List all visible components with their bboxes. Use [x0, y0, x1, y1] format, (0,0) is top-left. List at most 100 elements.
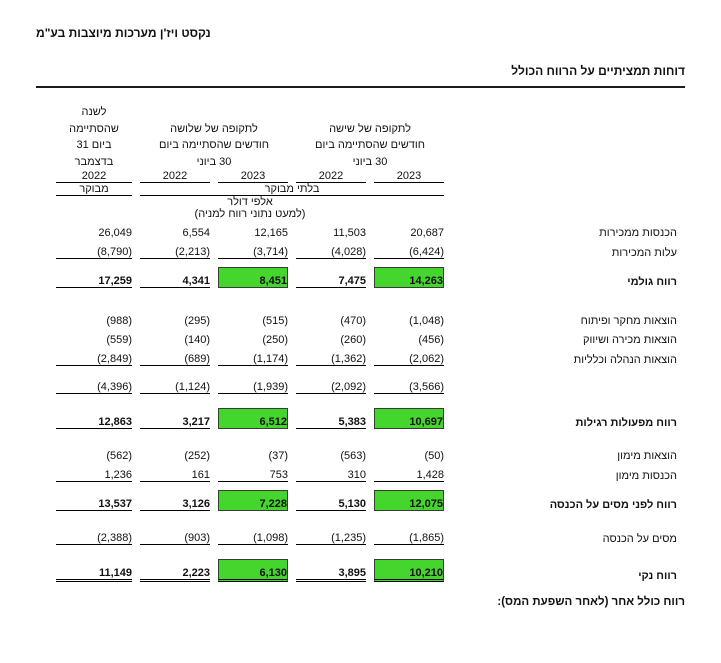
audited-label: מבוקר [56, 183, 132, 196]
row-label: הוצאות מכירה ושיווק [583, 334, 677, 346]
spacer-row [56, 511, 677, 525]
value-cell: 12,863 [56, 408, 132, 429]
value-cell: 12,165 [254, 227, 288, 239]
value-cell: 6,130 [218, 559, 288, 582]
row-label [452, 374, 677, 394]
value-cell: (689) [140, 346, 210, 366]
value-cell: (2,062) [374, 346, 444, 366]
spacer-row [56, 394, 677, 408]
value-cell: (4,028) [296, 239, 366, 259]
value-cell: 14,263 [374, 267, 444, 288]
spacer-row [56, 288, 677, 308]
table-row: הוצאות מכירה ושיווק (456) (260) (250) (140) (… [56, 327, 677, 346]
units-row: אלפי דולר [56, 196, 677, 208]
column-group-titles-row: לתקופה של שישה חודשים שהסתיימה ביום 30 ב… [56, 104, 677, 170]
value-cell: (252) [184, 450, 210, 462]
value-cell: 5,130 [296, 490, 366, 511]
other-comprehensive-income-note: רווח כולל אחר (לאחר השפעת המס): [497, 596, 685, 608]
value-cell: (1,939) [218, 374, 288, 394]
value-cell: (6,424) [374, 239, 444, 259]
value-cell: 20,687 [410, 227, 444, 239]
spacer-cell [56, 482, 677, 490]
value-cell: 11,503 [333, 227, 366, 239]
year-header-three-months-2023: 2023 [218, 170, 288, 183]
statement-title-rule: דוחות תמציתיים על הרווח הכולל [36, 62, 685, 88]
table-row: רווח נקי 10,210 3,895 6,130 2,223 11,149 [56, 559, 677, 582]
value-cell: (37) [268, 450, 288, 462]
value-cell: 7,228 [218, 490, 288, 511]
value-cell: (1,362) [296, 346, 366, 366]
value-cell: (2,213) [140, 239, 210, 259]
income-statement-table: לתקופה של שישה חודשים שהסתיימה ביום 30 ב… [48, 104, 685, 582]
value-cell: (2,092) [296, 374, 366, 394]
row-label: רווח לפני מסים על הכנסה [549, 499, 677, 511]
spacer-row [56, 482, 677, 490]
value-cell: (1,098) [218, 525, 288, 545]
value-cell: 5,383 [296, 408, 366, 429]
annual-period-header: לשנה שהסתיימה ביום 31 בדצמבר [69, 106, 119, 168]
value-cell: (4,396) [56, 374, 132, 394]
table-row: (3,566) (2,092) (1,939) (1,124) (4,396) [56, 374, 677, 394]
year-header-six-months-2023: 2023 [374, 170, 444, 183]
spacer-row [56, 366, 677, 374]
spacer-cell [56, 511, 677, 525]
empty-cell [452, 183, 677, 196]
row-label: רווח נקי [638, 570, 677, 582]
value-cell: (903) [140, 525, 210, 545]
value-cell: 7,475 [296, 267, 366, 288]
row-label: מסים על הכנסה [602, 533, 677, 545]
value-cell: (50) [424, 450, 444, 462]
row-label: עלות המכירות [611, 247, 677, 259]
value-cell: 2,223 [140, 559, 210, 582]
table-row: הכנסות ממכירות 20,687 11,503 12,165 6,554 26,… [56, 220, 677, 239]
value-cell: (3,566) [374, 374, 444, 394]
page-title: דוחות תמציתיים על הרווח הכולל [511, 64, 685, 78]
value-cell: 161 [140, 462, 210, 482]
spacer-cell [56, 366, 677, 374]
value-cell: 13,537 [56, 490, 132, 511]
value-cell: (1,865) [374, 525, 444, 545]
empty-cell [452, 104, 677, 170]
table-row: הוצאות הנהלה וכלליות (2,062) (1,362) (1,174… [56, 346, 677, 366]
audit-status-row: בלתי מבוקר מבוקר [56, 183, 677, 196]
value-cell: 6,554 [182, 227, 210, 239]
empty-cell [452, 196, 677, 208]
value-cell: (1,124) [140, 374, 210, 394]
value-cell: 10,210 [374, 559, 444, 582]
value-cell: (295) [184, 315, 210, 327]
value-cell: 17,259 [56, 267, 132, 288]
value-cell: (260) [340, 334, 366, 346]
year-headers-row: 2023 2022 2023 2022 2022 [56, 170, 677, 183]
units-label: אלפי דולר [227, 196, 273, 208]
row-label: הכנסות מימון [615, 470, 677, 482]
spacer-row [56, 259, 677, 267]
value-cell: (3,714) [218, 239, 288, 259]
value-cell: (1,048) [409, 315, 444, 327]
value-cell: 3,126 [140, 490, 210, 511]
row-label: הוצאות הנהלה וכלליות [573, 354, 677, 366]
value-cell: 10,697 [374, 408, 444, 429]
table-row: רווח מפעולות רגילות 10,697 5,383 6,512 3,217… [56, 408, 677, 429]
value-cell: 3,217 [140, 408, 210, 429]
row-label: רווח גולמי [627, 276, 677, 288]
value-cell: (250) [262, 334, 288, 346]
units-note: (למעט נתוני רווח למניה) [194, 208, 306, 220]
table-header: לתקופה של שישה חודשים שהסתיימה ביום 30 ב… [56, 104, 677, 220]
value-cell: (2,388) [56, 525, 132, 545]
row-label: הוצאות מחקר ופיתוח [580, 315, 677, 327]
value-cell: 12,075 [374, 490, 444, 511]
value-cell: (470) [340, 315, 366, 327]
spacer-row [56, 429, 677, 443]
value-cell: 26,049 [98, 227, 132, 239]
value-cell: (562) [106, 450, 132, 462]
value-cell: 1,236 [56, 462, 132, 482]
value-cell: (515) [262, 315, 288, 327]
units-note-row: (למעט נתוני רווח למניה) [56, 208, 677, 220]
spacer-cell [56, 394, 677, 408]
spacer-cell [56, 429, 677, 443]
table-row: הוצאות מחקר ופיתוח (1,048) (470) (515) (295)… [56, 308, 677, 327]
spacer-cell [56, 288, 677, 308]
row-label: רווח מפעולות רגילות [575, 417, 677, 429]
value-cell: (1,235) [296, 525, 366, 545]
value-cell: (8,790) [56, 239, 132, 259]
